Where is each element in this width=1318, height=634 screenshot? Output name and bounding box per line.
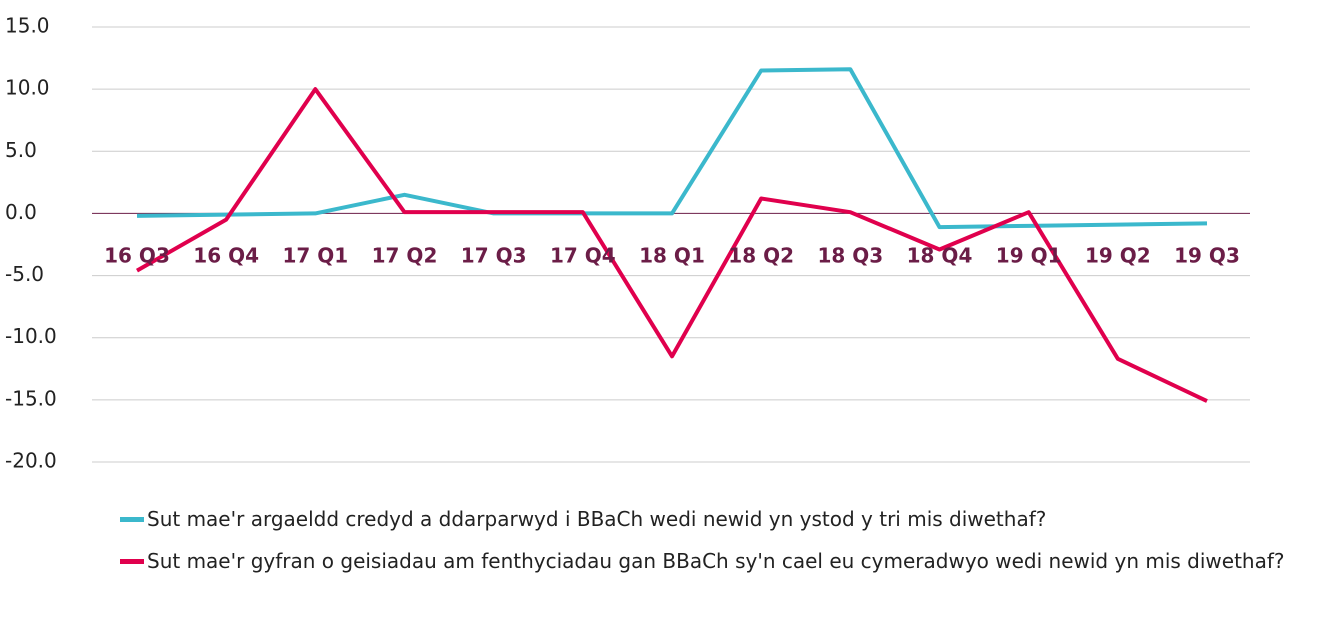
x-tick-label: 18 Q4 xyxy=(907,244,973,268)
legend-label: Sut mae'r gyfran o geisiadau am fenthyci… xyxy=(147,549,1285,573)
x-tick-label: 18 Q1 xyxy=(639,244,705,268)
legend-swatch xyxy=(120,559,144,564)
y-tick-label: 15.0 xyxy=(5,14,50,38)
legend-label: Sut mae'r argaeldd credyd a ddarparwyd i… xyxy=(147,507,1047,531)
legend-item: Sut mae'r gyfran o geisiadau am fenthyci… xyxy=(120,547,1310,575)
legend-swatch xyxy=(120,517,144,522)
x-tick-label: 19 Q2 xyxy=(1085,244,1151,268)
y-tick-label: -10.0 xyxy=(5,324,57,348)
x-tick-label: 19 Q3 xyxy=(1174,244,1240,268)
line-series xyxy=(136,67,1208,230)
x-tick-label: 16 Q4 xyxy=(193,244,259,268)
line-series xyxy=(136,87,1208,403)
x-tick-label: 17 Q2 xyxy=(372,244,438,268)
x-tick-label: 17 Q1 xyxy=(282,244,348,268)
y-tick-label: -5.0 xyxy=(5,262,44,286)
y-tick-label: 0.0 xyxy=(5,200,37,224)
x-tick-label: 18 Q2 xyxy=(728,244,794,268)
y-tick-label: 10.0 xyxy=(5,76,50,100)
y-tick-label: -15.0 xyxy=(5,386,57,410)
y-tick-label: 5.0 xyxy=(5,138,37,162)
y-tick-label: -20.0 xyxy=(5,449,57,473)
x-tick-label: 17 Q4 xyxy=(550,244,616,268)
legend-item: Sut mae'r argaeldd credyd a ddarparwyd i… xyxy=(120,505,1310,533)
legend: Sut mae'r argaeldd credyd a ddarparwyd i… xyxy=(120,505,1310,589)
x-tick-label: 19 Q1 xyxy=(996,244,1062,268)
x-tick-label: 18 Q3 xyxy=(817,244,883,268)
chart: 15.0 10.0 5.0 0.0 -5.0 -10.0 -15.0 -20.0 16 Q3 16… xyxy=(5,14,1250,473)
x-tick-label: 17 Q3 xyxy=(461,244,527,268)
x-tick-label: 16 Q3 xyxy=(104,244,170,268)
